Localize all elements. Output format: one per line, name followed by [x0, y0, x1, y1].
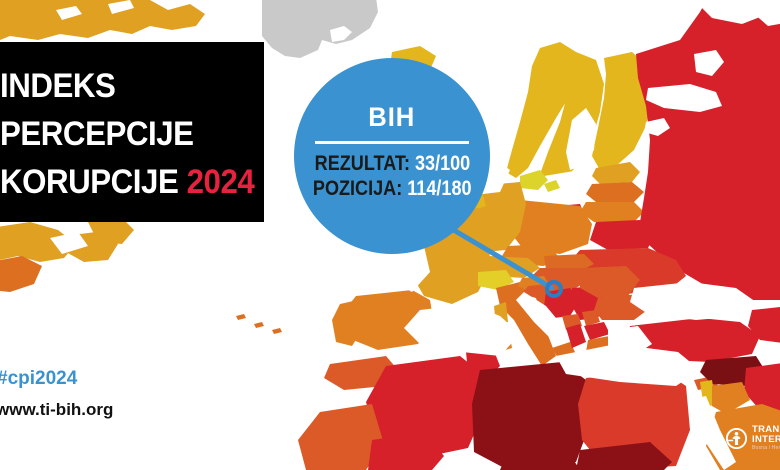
country-kosovo	[582, 310, 600, 326]
page-title-line-2: PERCEPCIJE	[0, 115, 194, 153]
lake-ladoga	[644, 118, 670, 136]
barents-inlet	[646, 84, 722, 112]
country-estonia	[592, 162, 640, 184]
aegean-sea	[608, 326, 652, 358]
poster-title-panel: INDEKS PERCEPCIJE KORUPCIJE 2024	[0, 42, 264, 222]
country-newfoundland	[88, 216, 134, 244]
country-spain	[340, 290, 434, 350]
denmark-islands	[544, 180, 560, 192]
country-north-macedonia	[584, 322, 610, 340]
country-denmark	[520, 170, 548, 190]
country-italy	[496, 282, 556, 366]
bih-score-callout: BIH REZULTAT: 33/100 POZICIJA: 114/180	[294, 58, 490, 254]
ti-wordmark: TRANSPAREN INTERNATIO Bosna i Hercegovin…	[752, 425, 780, 451]
mediterranean-east	[556, 344, 700, 386]
callout-score-max: /100	[434, 152, 470, 175]
ti-wordmark-line-2: INTERNATIO	[752, 433, 780, 445]
country-usa-northeast	[0, 256, 42, 292]
ocean-cut-maritimes	[50, 232, 88, 254]
callout-rank-value: 114	[407, 177, 437, 200]
page-title-line-3: KORUPCIJE 2024	[0, 158, 255, 206]
country-mauritania	[298, 404, 384, 470]
ocean-cut-canada-2	[108, 0, 134, 14]
poster-title-lines: INDEKS PERCEPCIJE KORUPCIJE 2024	[0, 62, 260, 206]
country-sudan	[576, 442, 672, 470]
callout-score-row: REZULTAT: 33/100	[314, 151, 470, 176]
country-caucasus	[748, 307, 780, 343]
country-norway	[506, 42, 584, 178]
website-url[interactable]: www.ti-bih.org	[0, 400, 114, 419]
country-belarus	[590, 220, 656, 250]
country-slovakia	[544, 254, 594, 272]
gulf-of-bothnia	[566, 108, 596, 170]
callout-rank-max: /180	[436, 177, 472, 200]
callout-score-value: 33	[414, 152, 435, 175]
campaign-hashtag: #cpi2024	[0, 368, 78, 389]
country-albania	[566, 324, 586, 348]
ti-wordmark-line-3: Bosna i Hercegovina	[752, 444, 780, 451]
country-sweden	[540, 52, 604, 182]
callout-score-label: REZULTAT:	[314, 152, 410, 175]
ocean-cut-canada-1	[56, 6, 82, 20]
white-sea	[694, 50, 724, 76]
country-portugal	[332, 300, 362, 346]
callout-rank-label: POZICIJA:	[312, 177, 402, 200]
callout-divider	[315, 141, 469, 144]
page-title-year: 2024	[186, 163, 255, 201]
black-sea	[630, 282, 756, 320]
country-algeria	[366, 356, 484, 458]
country-canada-east	[0, 222, 76, 262]
transparency-international-logo: TRANSPAREN INTERNATIO Bosna i Hercegovin…	[726, 421, 780, 455]
callout-country-code: BIH	[368, 102, 416, 132]
adriatic-sea	[516, 292, 566, 344]
biscay-bay	[390, 246, 430, 292]
ti-wordmark-line-1: TRANSPAREN	[752, 425, 780, 436]
red-sea	[688, 396, 736, 470]
page-title-line-3-text: KORUPCIJE	[0, 163, 179, 201]
country-mali	[368, 432, 444, 470]
arctic-coast-cut	[698, 0, 768, 24]
country-iraq	[744, 363, 780, 412]
mediterranean-sea	[404, 304, 520, 356]
country-lithuania	[580, 202, 644, 224]
callout-rank-row: POZICIJA: 114/180	[313, 176, 472, 201]
country-latvia	[586, 182, 644, 202]
country-egypt	[578, 370, 690, 470]
atlantic-islets	[236, 314, 282, 334]
country-chad	[500, 448, 580, 470]
country-jordan	[712, 382, 750, 414]
country-greenland	[262, 0, 378, 58]
ti-person-icon	[726, 427, 747, 449]
country-finland	[592, 52, 652, 170]
country-libya	[472, 362, 590, 470]
page-title-line-1: INDEKS	[0, 67, 116, 105]
country-romania	[580, 266, 640, 298]
greenland-coast-detail	[330, 26, 352, 42]
